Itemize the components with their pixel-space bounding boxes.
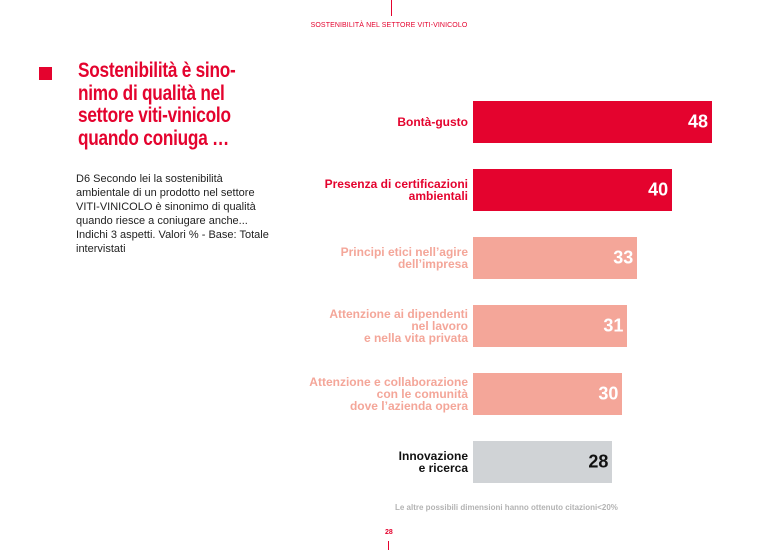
bar: 31: [473, 305, 628, 347]
bar-value-label: 30: [598, 383, 619, 404]
page-number: 28: [385, 529, 393, 536]
top-divider: [391, 0, 392, 16]
category-label: Principi etici nell’agire dell’impresa: [340, 245, 468, 271]
bar-value-label: 40: [648, 179, 669, 200]
category-label: Attenzione e collaborazione con le comuni…: [309, 375, 468, 413]
chart-note: Le altre possibili dimensioni hanno otte…: [395, 503, 618, 512]
bar: 30: [473, 373, 623, 415]
question-text: D6 Secondo lei la sostenibilità ambienta…: [76, 173, 269, 255]
category-label: Presenza di certificazioni ambientali: [324, 177, 468, 203]
page-title: Sostenibilità è sino-nimo di qualità nel…: [78, 59, 236, 150]
category-label: Bontà-gusto: [397, 115, 468, 129]
bottom-divider: [388, 541, 389, 550]
bar: 48: [473, 101, 713, 143]
bar-value-label: 28: [588, 451, 609, 472]
bar: 28: [473, 441, 613, 483]
bar: 40: [473, 169, 673, 211]
bar-value-label: 33: [613, 247, 634, 268]
bar-value-label: 31: [603, 315, 624, 336]
bar: 33: [473, 237, 638, 279]
bar-value-label: 48: [688, 111, 709, 132]
section-header: SOSTENIBILITÀ NEL SETTORE VITI-VINICOLO: [310, 22, 468, 29]
category-label: Innovazione e ricerca: [398, 449, 468, 475]
category-label: Attenzione ai dipendenti nel lavoro e nell…: [329, 307, 468, 345]
bullet-square: [39, 67, 52, 80]
